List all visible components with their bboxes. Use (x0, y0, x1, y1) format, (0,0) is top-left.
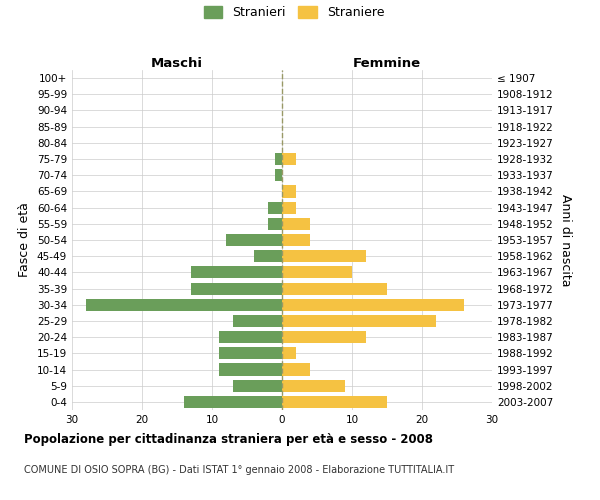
Text: Popolazione per cittadinanza straniera per età e sesso - 2008: Popolazione per cittadinanza straniera p… (24, 432, 433, 446)
Bar (282, 380, 345, 392)
Bar (282, 282, 387, 294)
Bar (282, 298, 464, 311)
Bar (268, 202, 282, 213)
Bar (233, 380, 282, 392)
Bar (282, 364, 310, 376)
Bar (282, 234, 310, 246)
Bar (254, 250, 282, 262)
Text: COMUNE DI OSIO SOPRA (BG) - Dati ISTAT 1° gennaio 2008 - Elaborazione TUTTITALIA: COMUNE DI OSIO SOPRA (BG) - Dati ISTAT 1… (24, 465, 454, 475)
Bar (282, 315, 436, 327)
Bar (282, 396, 387, 408)
Bar (219, 348, 282, 360)
Bar (275, 153, 282, 165)
Y-axis label: Anni di nascita: Anni di nascita (559, 194, 572, 286)
Bar (282, 250, 366, 262)
Bar (86, 298, 282, 311)
Bar (282, 218, 310, 230)
Bar (268, 218, 282, 230)
Bar (282, 348, 296, 360)
Y-axis label: Fasce di età: Fasce di età (19, 202, 31, 278)
Bar (191, 282, 282, 294)
Bar (191, 266, 282, 278)
Bar (275, 169, 282, 181)
Bar (219, 364, 282, 376)
Bar (184, 396, 282, 408)
Bar (226, 234, 282, 246)
Bar (282, 186, 296, 198)
Text: Maschi: Maschi (151, 57, 203, 70)
Legend: Stranieri, Straniere: Stranieri, Straniere (203, 6, 385, 19)
Bar (282, 153, 296, 165)
Text: Femmine: Femmine (353, 57, 421, 70)
Bar (282, 202, 296, 213)
Bar (233, 315, 282, 327)
Bar (219, 331, 282, 343)
Bar (282, 331, 366, 343)
Bar (282, 266, 352, 278)
